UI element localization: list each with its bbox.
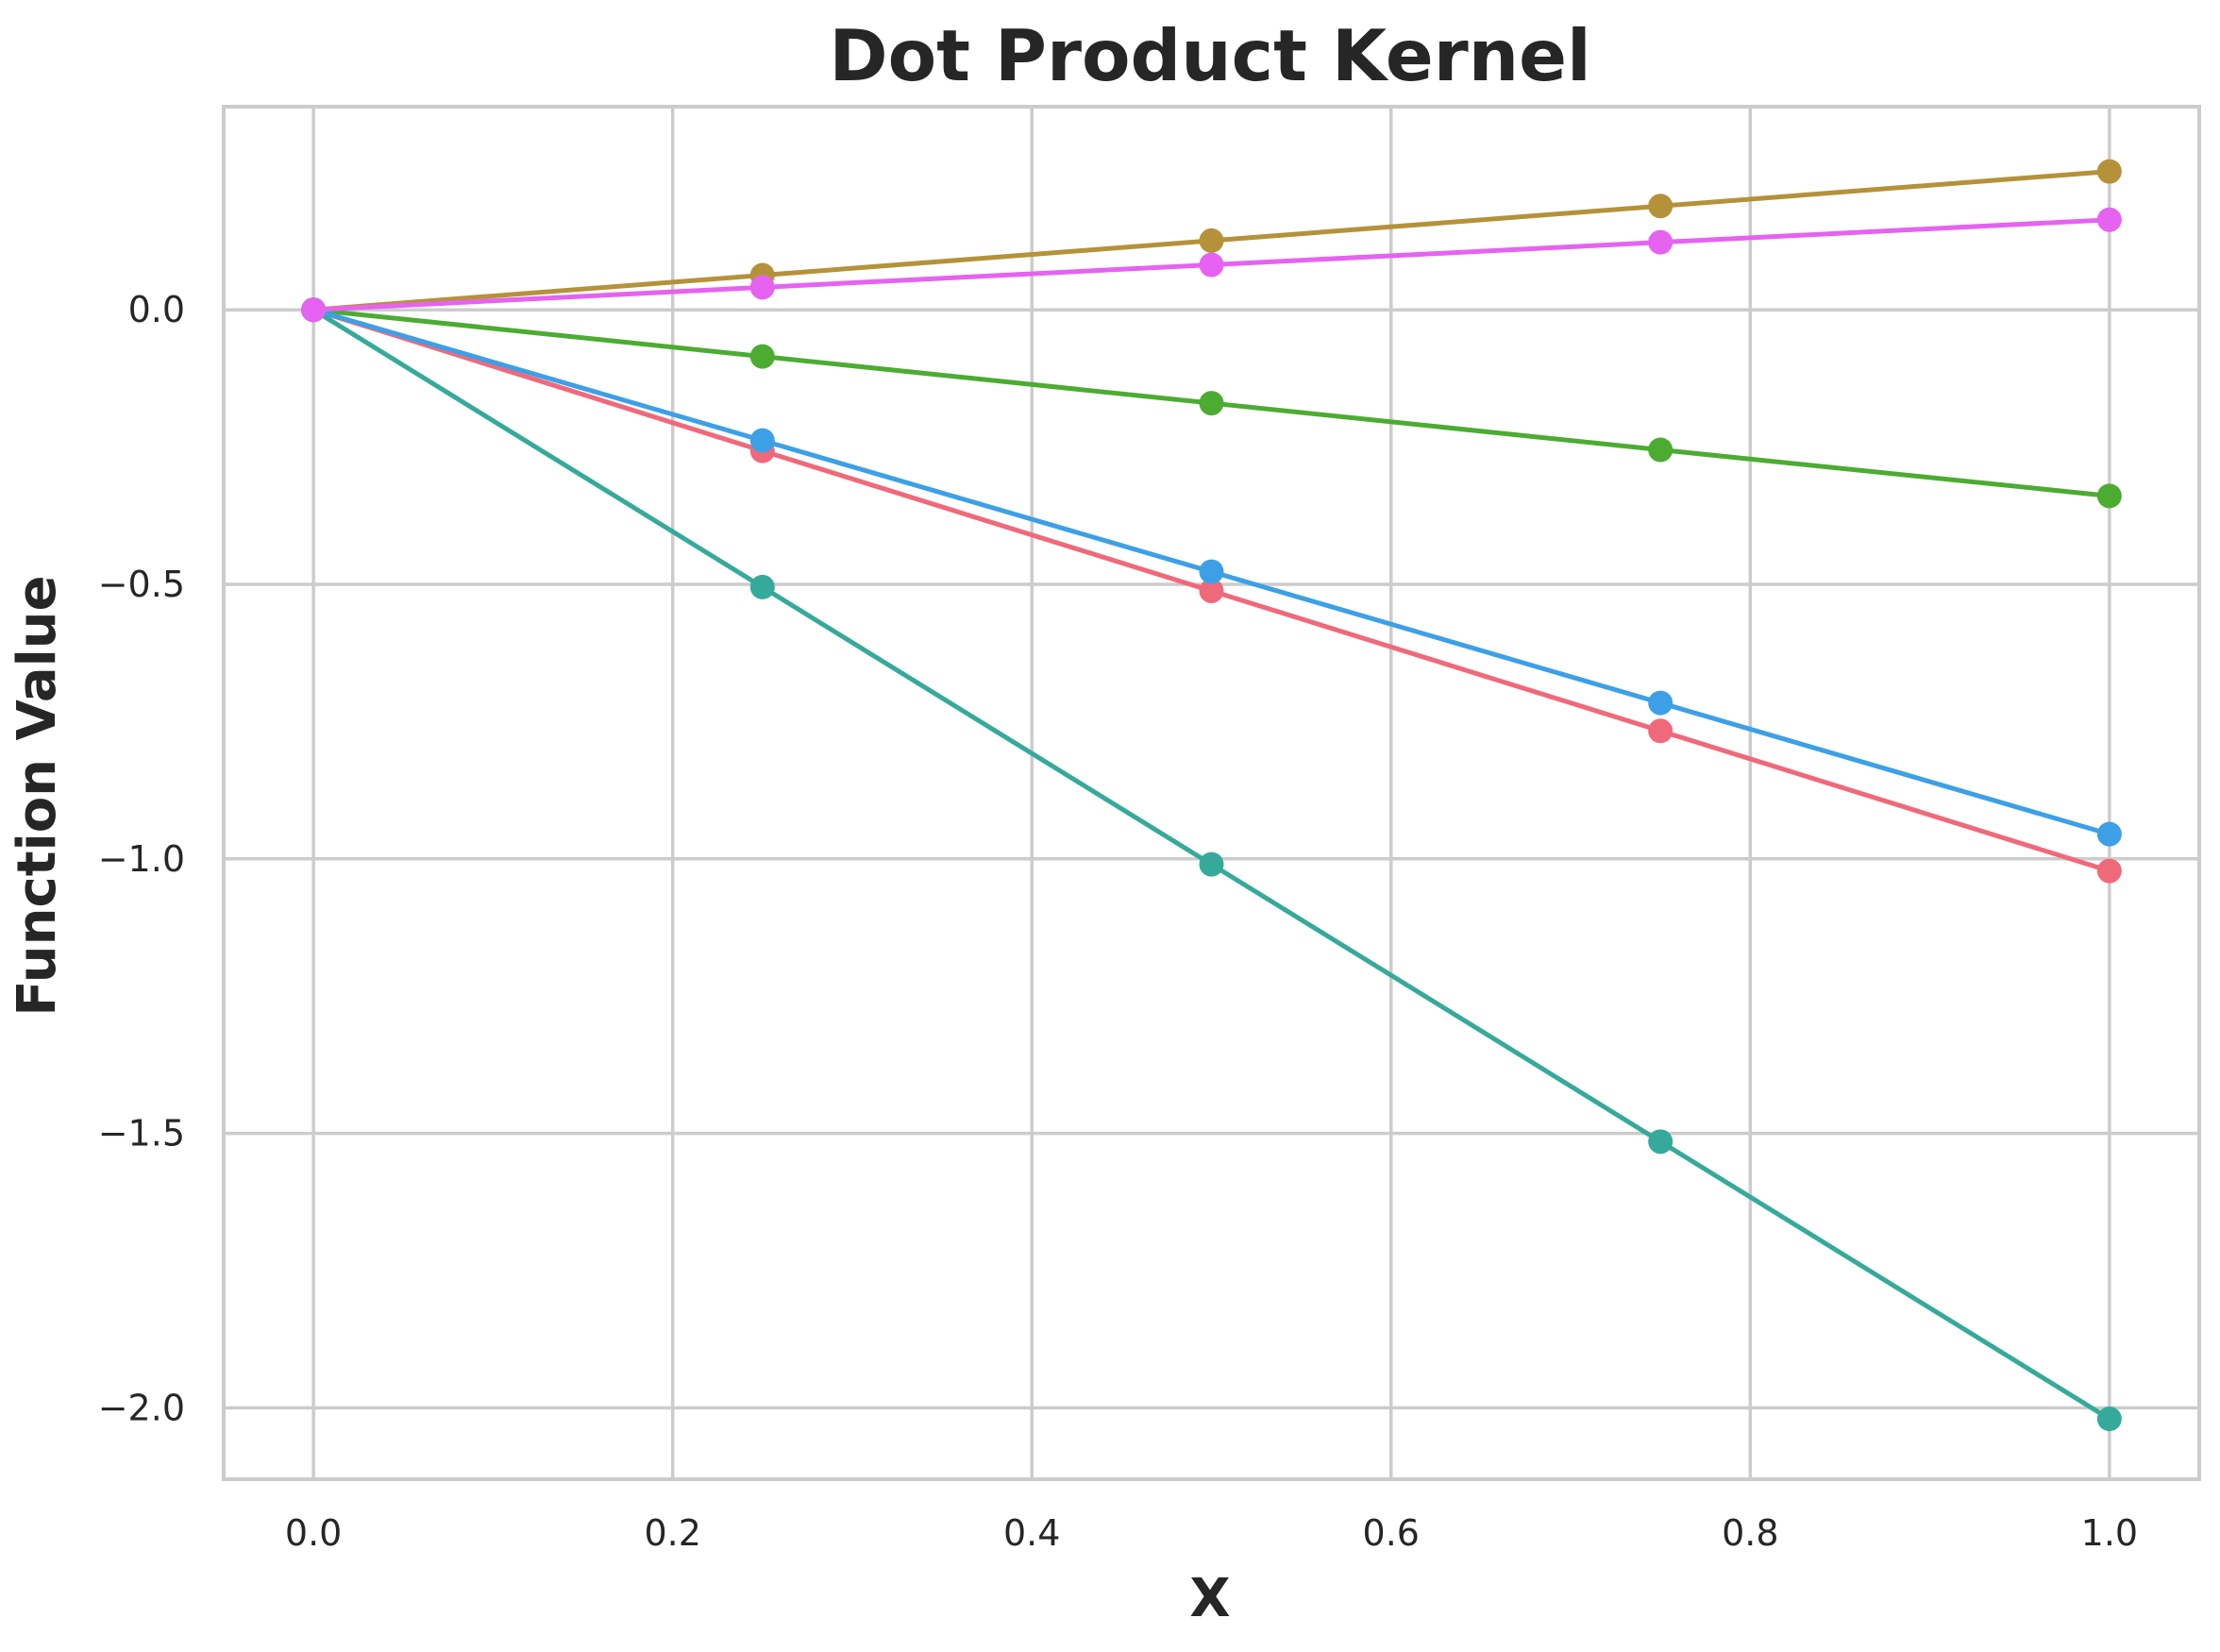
- x-tick-label: 0.2: [644, 1512, 700, 1554]
- data-point: [749, 428, 775, 453]
- y-tick-label: −0.5: [98, 564, 185, 605]
- y-tick-labels: 0.0 −0.5 −1.0 −1.5 −2.0: [98, 289, 185, 1428]
- x-axis-label: X: [1189, 1568, 1230, 1629]
- data-point: [2096, 858, 2122, 884]
- data-point: [2096, 1407, 2122, 1432]
- data-point: [749, 275, 775, 300]
- data-point: [1648, 718, 1673, 744]
- x-tick-label: 0.8: [1722, 1512, 1778, 1554]
- data-point: [1199, 851, 1224, 877]
- data-point: [2096, 159, 2122, 184]
- data-point: [1199, 559, 1224, 584]
- data-point: [749, 344, 775, 369]
- x-tick-label: 0.6: [1363, 1512, 1420, 1554]
- data-point: [1648, 194, 1673, 219]
- series-3: [301, 297, 2122, 509]
- data-point: [301, 297, 327, 323]
- data-point: [1199, 391, 1224, 416]
- chart-title: Dot Product Kernel: [829, 14, 1590, 97]
- x-tick-label: 0.0: [285, 1512, 342, 1554]
- x-tick-label: 0.4: [1003, 1512, 1060, 1554]
- data-point: [1648, 690, 1673, 716]
- data-point: [1199, 228, 1224, 253]
- x-tick-labels: 0.0 0.2 0.4 0.6 0.8 1.0: [285, 1512, 2138, 1554]
- data-point: [1648, 229, 1673, 255]
- data-point: [2096, 207, 2122, 232]
- y-tick-label: −2.0: [98, 1387, 185, 1428]
- data-point: [1648, 1129, 1673, 1155]
- data-point: [749, 574, 775, 599]
- y-axis-label: Function Value: [7, 575, 68, 1016]
- data-point: [1648, 437, 1673, 463]
- data-point: [2096, 483, 2122, 509]
- series-layer: [301, 159, 2122, 1432]
- grid: [224, 107, 2199, 1479]
- y-tick-label: −1.5: [98, 1113, 185, 1155]
- series-6: [301, 207, 2122, 323]
- data-point: [1199, 252, 1224, 278]
- x-tick-label: 1.0: [2081, 1512, 2138, 1554]
- y-tick-label: 0.0: [128, 289, 185, 330]
- y-tick-label: −1.0: [98, 838, 185, 880]
- data-point: [1199, 578, 1224, 603]
- data-point: [2096, 821, 2122, 847]
- plot-frame: [222, 105, 2201, 1481]
- series-5: [301, 297, 2122, 847]
